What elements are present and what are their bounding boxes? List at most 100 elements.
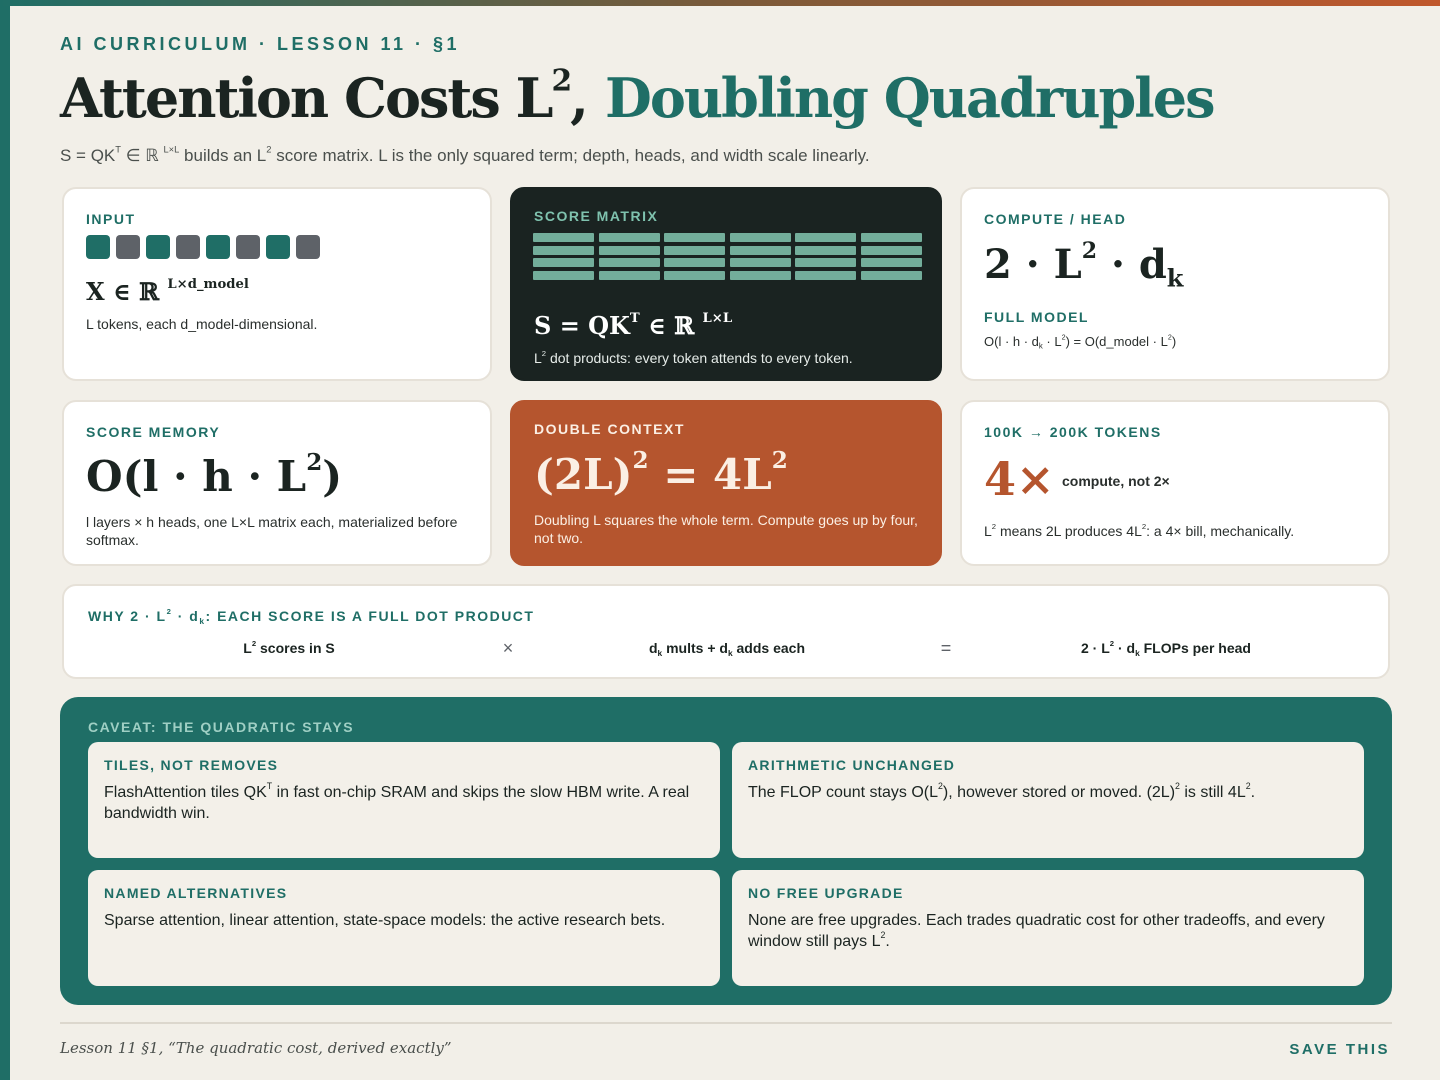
superscript: T (115, 144, 121, 155)
compute-card: COMPUTE / HEAD 2 · L2 · dk FULL MODEL O(… (960, 187, 1390, 381)
equation-term: × (502, 638, 514, 658)
formula: S = QKT ∈ ℝ L×L (534, 311, 732, 340)
caveat-item: ARITHMETIC UNCHANGED The FLOP count stays… (732, 742, 1364, 858)
memory-card: SCORE MEMORY O(l · h · L2) l layers × h … (62, 400, 492, 566)
superscript: L×L (702, 311, 733, 327)
superscript: 2 (1081, 238, 1098, 265)
token (236, 235, 260, 259)
caveat-item: TILES, NOT REMOVES FlashAttention tiles Q… (88, 742, 720, 858)
kicker: AI CURRICULUM · LESSON 11 · §1 (60, 34, 461, 54)
text-run: WHY 2 · L (88, 608, 167, 624)
superscript: 2 (938, 781, 943, 792)
token (176, 235, 200, 259)
superscript: 2 (551, 63, 573, 99)
subscript: k (1166, 263, 1184, 293)
token (206, 235, 230, 259)
card-label: SCORE MATRIX (534, 208, 659, 224)
superscript: 2 (166, 607, 173, 617)
equation-term: dk mults + dk adds each (577, 640, 877, 658)
matrix-cell (533, 270, 594, 280)
big-figure: 4× (984, 452, 1055, 506)
matrix-cell (664, 245, 725, 255)
subscript: k (199, 615, 206, 626)
subtitle: S = QKT ∈ ℝ L×L builds an L2 score matri… (60, 144, 870, 166)
superscript: 2 (771, 447, 788, 475)
text-run: ∈ ℝ (639, 311, 703, 340)
score-matrix-card: SCORE MATRIX S = QKT ∈ ℝ L×L L2 dot prod… (510, 187, 942, 381)
double-context-card: DOUBLE CONTEXT (2L)2 = 4L2 Doubling L sq… (510, 400, 942, 566)
text-run: S = QK (534, 311, 630, 340)
sidebar (0, 0, 10, 1080)
text-run: ) (322, 452, 343, 501)
text-run: · d (1114, 640, 1136, 656)
card-label: 100K → 200K TOKENS (984, 424, 1162, 440)
item-title: NO FREE UPGRADE (748, 885, 904, 901)
token (86, 235, 110, 259)
formula: 2 · L2 · dk (984, 238, 1183, 290)
top-bar (0, 0, 1440, 6)
matrix-cell (533, 233, 594, 242)
matrix-cell (598, 258, 660, 267)
matrix-cell (598, 245, 660, 255)
matrix-cell (598, 233, 660, 242)
item-text: The FLOP count stays O(L2), however stor… (748, 782, 1348, 803)
equation-term: L2 scores in S (139, 640, 439, 656)
title: Attention Costs L2, Doubling Quadruples (60, 63, 1215, 130)
matrix-cell (664, 270, 725, 280)
panel-label: CAVEAT: THE QUADRATIC STAYS (88, 719, 355, 735)
text-run: score matrix. L is the only squared term… (271, 146, 870, 165)
text-run: : EACH SCORE IS A FULL DOT PRODUCT (205, 608, 535, 624)
text-run: means 2L produces 4L (996, 523, 1142, 539)
card-note: L tokens, each d_model-dimensional. (86, 316, 318, 332)
item-text: FlashAttention tiles QKT in fast on-chip… (104, 782, 704, 824)
text-run: L (984, 523, 992, 539)
text-run: . (885, 933, 890, 950)
matrix-cell (533, 245, 594, 255)
formula: O(l · h · L2) (86, 449, 343, 501)
why-card: WHY 2 · L2 · dk: EACH SCORE IS A FULL DO… (62, 584, 1390, 679)
token (296, 235, 320, 259)
text-run: ), however stored or moved. (2L) (942, 784, 1176, 801)
text-run: · L (1042, 334, 1062, 349)
card-label: COMPUTE / HEAD (984, 211, 1127, 227)
matrix-cell (860, 270, 922, 280)
superscript: 2 (266, 144, 272, 155)
matrix-cell (598, 270, 660, 280)
text-run: builds an L (179, 146, 267, 165)
caveat-panel: CAVEAT: THE QUADRATIC STAYS TILES, NOT R… (60, 697, 1392, 1005)
text-run: 2 · L (984, 241, 1082, 288)
superscript: 2 (880, 930, 886, 941)
text-run: ) (1171, 334, 1177, 349)
card-note: L2 dot products: every token attends to … (534, 349, 853, 367)
superscript: 2 (632, 447, 649, 475)
save-button[interactable]: SAVE THIS (1289, 1041, 1390, 1058)
matrix-cell (860, 258, 922, 267)
text-run: , (570, 66, 589, 130)
matrix-cell (729, 245, 791, 255)
token (266, 235, 290, 259)
superscript: 2 (1175, 781, 1180, 792)
subscript: k (1135, 647, 1140, 658)
text-run: dot products: every token attends to eve… (546, 350, 853, 366)
matrix-cell (729, 233, 791, 242)
matrix-cell (795, 258, 856, 267)
card-note: O(l · h · dk · L2) = O(d_model · L2) (984, 333, 1176, 351)
card-note: L2 means 2L produces 4L2: a 4× bill, mec… (984, 522, 1294, 540)
text-run: ) = O(d_model · L (1065, 334, 1168, 349)
footer-citation: Lesson 11 §1, “The quadratic cost, deriv… (60, 1039, 452, 1057)
superscript: T (266, 781, 273, 792)
item-text: None are free upgrades. Each trades quad… (748, 910, 1348, 952)
text-run: S = QK (60, 146, 116, 165)
input-card: INPUT X ∈ ℝ L×d_model L tokens, each d_m… (62, 187, 492, 381)
text-run: O(l · h · L (86, 452, 307, 501)
superscript: 2 (251, 639, 257, 649)
matrix-cell (729, 258, 791, 267)
text-run: (2L) (534, 450, 633, 499)
card-note: l layers × h heads, one L×L matrix each,… (86, 514, 458, 548)
subscript: k (727, 647, 733, 658)
caveat-item: NO FREE UPGRADE None are free upgrades. E… (732, 870, 1364, 986)
item-title: TILES, NOT REMOVES (104, 757, 279, 773)
superscript: 2 (306, 449, 323, 477)
superscript: 2 (1245, 781, 1251, 792)
